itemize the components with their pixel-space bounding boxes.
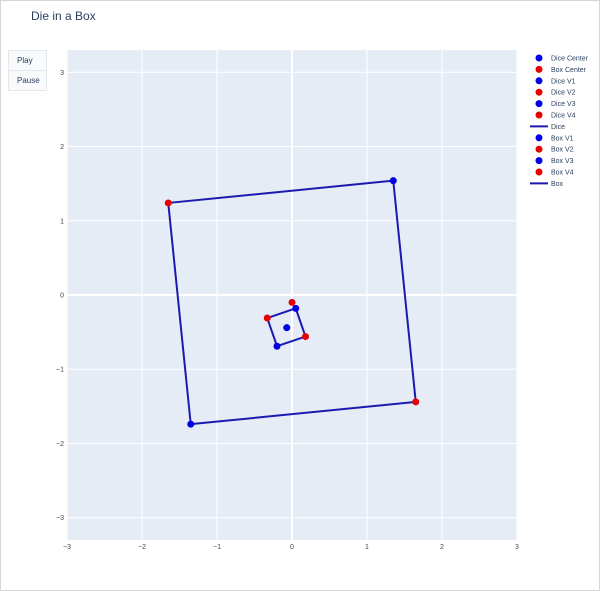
y-tick-label: −3 xyxy=(56,515,64,522)
legend-dice-v2-swatch[interactable] xyxy=(535,88,543,96)
legend-dice-v1-swatch[interactable] xyxy=(535,77,543,85)
dice-center-marker xyxy=(283,324,291,332)
y-tick-label: 1 xyxy=(60,218,64,225)
legend-box-v2-swatch[interactable] xyxy=(535,145,543,153)
legend-box-v4-label[interactable]: Box V4 xyxy=(551,170,574,177)
y-tick-label: 3 xyxy=(60,70,64,77)
legend-box-v4-swatch[interactable] xyxy=(535,168,543,176)
legend-dice-v3-swatch[interactable] xyxy=(535,100,543,108)
y-tick-label: 2 xyxy=(60,144,64,151)
x-tick-label: −2 xyxy=(138,544,146,551)
legend-box-v1-swatch[interactable] xyxy=(535,134,543,142)
legend-dice-v1-label[interactable]: Dice V1 xyxy=(551,78,576,85)
dice-v2-marker xyxy=(263,314,271,322)
box-v4-marker xyxy=(412,398,420,406)
box-v3-marker xyxy=(187,420,195,428)
legend-dice-center-swatch[interactable] xyxy=(535,54,543,62)
box-center-marker xyxy=(288,298,296,306)
x-tick-label: 1 xyxy=(365,544,369,551)
legend-dice-center-label[interactable]: Dice Center xyxy=(551,56,589,63)
box-v1-marker xyxy=(389,177,397,185)
legend-box-center-swatch[interactable] xyxy=(535,65,543,73)
legend-dice-v4-swatch[interactable] xyxy=(535,111,543,119)
box-v2-marker xyxy=(164,199,172,207)
dice-v3-marker xyxy=(273,342,281,350)
x-tick-label: −3 xyxy=(63,544,71,551)
dice-v1-marker xyxy=(292,304,300,312)
pause-button[interactable]: Pause xyxy=(17,76,40,85)
legend-box-v3-swatch[interactable] xyxy=(535,157,543,165)
legend: Dice Center Box Center Dice V1 Dice V2 Dice … xyxy=(530,54,589,188)
dice-v4-marker xyxy=(302,333,309,341)
chart-title: Die in a Box xyxy=(31,9,96,23)
legend-dice-v4-label[interactable]: Dice V4 xyxy=(551,113,576,120)
series-markers xyxy=(164,177,420,428)
y-tick-label: 0 xyxy=(60,293,64,300)
y-tick-label: −1 xyxy=(56,367,64,374)
x-tick-label: −1 xyxy=(213,544,221,551)
legend-box-center-label[interactable]: Box Center xyxy=(551,67,587,74)
legend-dice-v2-label[interactable]: Dice V2 xyxy=(551,90,576,97)
x-tick-label: 3 xyxy=(515,544,519,551)
legend-box-v2-label[interactable]: Box V2 xyxy=(551,147,574,154)
tick-labels: −3 −2 −1 0 1 2 3 −3 −2 −1 0 1 2 3 xyxy=(56,70,519,551)
legend-dice-v3-label[interactable]: Dice V3 xyxy=(551,101,576,108)
play-button[interactable]: Play xyxy=(9,51,46,71)
legend-dice-label[interactable]: Dice xyxy=(551,124,565,131)
legend-box-v1-label[interactable]: Box V1 xyxy=(551,135,574,142)
y-tick-label: −2 xyxy=(56,441,64,448)
legend-box-label[interactable]: Box xyxy=(551,181,564,188)
x-tick-label: 2 xyxy=(440,544,444,551)
animation-controls: Play Pause xyxy=(8,50,47,91)
grid-layer xyxy=(66,50,518,540)
legend-box-v3-label[interactable]: Box V3 xyxy=(551,158,574,165)
x-tick-label: 0 xyxy=(290,544,294,551)
